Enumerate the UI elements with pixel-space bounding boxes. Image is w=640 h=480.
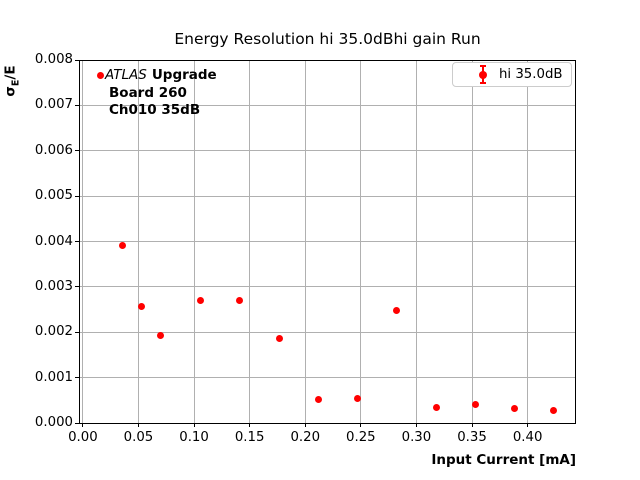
x-axis-label: Input Current [mA] [431, 452, 576, 468]
y-gridline [79, 241, 576, 242]
data-point [549, 407, 557, 415]
y-tick-label: 0.005 [34, 188, 73, 204]
y-gridline [79, 104, 576, 106]
y-gridline [79, 286, 576, 288]
data-point [315, 396, 323, 404]
y-axis-label-subscript: E [10, 79, 22, 87]
errorbar-cap-bottom [480, 82, 486, 84]
x-axis-tick [82, 423, 84, 427]
annotation-block: ATLAS Upgrade Board 260 Ch010 35dB [105, 67, 217, 120]
errorbar-cap-top [480, 65, 486, 67]
legend-label: hi 35.0dB [499, 67, 563, 82]
x-axis-tick [471, 423, 473, 427]
annotation-line-1: ATLAS Upgrade [105, 67, 217, 85]
data-point [471, 401, 479, 409]
errorbar-point-icon [478, 65, 488, 84]
annotation-experiment: ATLAS [105, 67, 147, 83]
x-tick-label: 0.15 [234, 430, 265, 445]
y-gridline [79, 195, 576, 197]
data-point [354, 395, 362, 403]
x-tick-label: 0.40 [512, 430, 543, 445]
y-tick-label: 0.000 [34, 415, 73, 430]
annotation-line-2: Board 260 [109, 84, 187, 101]
x-tick-label: 0.05 [123, 430, 154, 445]
y-axis-tick [75, 59, 79, 61]
y-tick-label: 0.001 [34, 369, 73, 385]
data-point [197, 296, 205, 304]
x-tick-label: 0.30 [401, 430, 432, 445]
y-tick-label: 0.002 [34, 324, 73, 340]
x-axis-tick [360, 423, 362, 427]
y-axis-label-rest: /E [2, 65, 19, 80]
x-axis-tick [249, 423, 251, 427]
y-axis-tick [75, 241, 79, 242]
y-axis-tick [75, 104, 79, 106]
y-gridline [79, 377, 576, 379]
x-axis-tick [193, 423, 195, 427]
x-tick-label: 0.00 [68, 430, 98, 445]
y-tick-label: 0.007 [34, 97, 73, 113]
legend-box: hi 35.0dB [452, 62, 572, 87]
x-axis-tick [527, 423, 529, 427]
data-point [276, 334, 284, 342]
x-tick-label: 0.20 [290, 430, 321, 445]
y-gridline [79, 150, 576, 152]
x-axis-tick [304, 423, 306, 427]
x-axis-tick [137, 423, 139, 427]
y-axis-tick [75, 422, 79, 424]
errorbar-dot [479, 70, 487, 79]
y-axis-tick [75, 286, 79, 288]
data-point [432, 403, 440, 411]
y-axis-label: σE/E [3, 65, 22, 96]
chart-title: Energy Resolution hi 35.0dBhi gain Run [174, 30, 481, 48]
data-point [157, 332, 165, 340]
data-point [236, 296, 244, 304]
y-axis-tick [75, 150, 79, 152]
y-tick-label: 0.006 [34, 142, 73, 158]
y-axis-tick [75, 195, 79, 197]
y-tick-label: 0.008 [34, 52, 73, 67]
y-gridline [79, 422, 576, 424]
data-point [97, 72, 105, 80]
data-point [138, 303, 146, 311]
y-gridline [79, 59, 576, 61]
x-axis-tick [415, 423, 417, 427]
y-tick-label: 0.003 [34, 278, 73, 294]
data-point [119, 241, 127, 249]
y-axis-label-sigma: σ [2, 86, 19, 97]
x-tick-label: 0.25 [346, 430, 376, 445]
annotation-line-3: Ch010 35dB [109, 102, 201, 118]
y-axis-tick [75, 377, 79, 379]
y-tick-label: 0.004 [34, 233, 73, 249]
data-point [392, 306, 400, 314]
y-axis-tick [75, 331, 79, 333]
annotation-tag: Upgrade [151, 67, 217, 83]
x-tick-label: 0.35 [457, 430, 487, 445]
y-gridline [79, 331, 576, 333]
x-tick-label: 0.10 [179, 430, 209, 445]
data-point [510, 404, 518, 412]
